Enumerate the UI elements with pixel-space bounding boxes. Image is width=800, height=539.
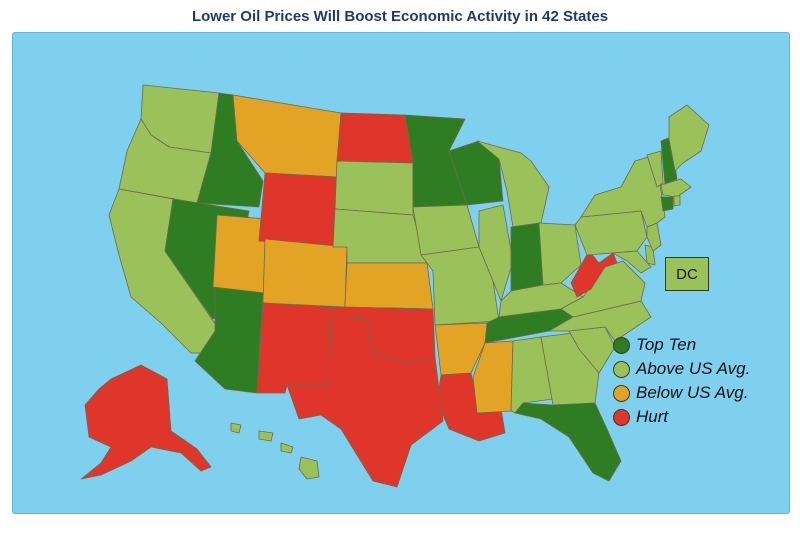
legend-item-top-ten: Top Ten <box>613 333 750 357</box>
legend-label: Hurt <box>636 407 669 426</box>
legend-dot <box>613 360 630 378</box>
state-wy <box>258 172 338 248</box>
state-ks <box>344 262 434 310</box>
legend-label: Below US Avg. <box>636 383 749 402</box>
state-me <box>668 104 710 172</box>
state-hi <box>298 456 320 480</box>
state-wi <box>448 140 504 206</box>
legend-item-hurt: Hurt <box>613 405 750 429</box>
state-sd <box>334 160 414 216</box>
state-la <box>436 372 506 442</box>
state-ri <box>673 195 681 207</box>
state-ct <box>660 196 674 212</box>
state-oh <box>538 222 582 286</box>
legend-dot <box>613 336 630 354</box>
us-map <box>80 84 710 488</box>
state-pa <box>574 210 648 256</box>
state-nh <box>660 136 678 186</box>
state-va <box>560 260 646 318</box>
legend: Top Ten Above US Avg. Below US Avg. Hurt <box>613 333 750 429</box>
state-fl <box>514 402 622 482</box>
dc-box: DC <box>665 257 709 291</box>
legend-item-below: Below US Avg. <box>613 381 750 405</box>
state-tx <box>286 316 444 488</box>
legend-item-above: Above US Avg. <box>613 357 750 381</box>
state-ma <box>660 178 692 198</box>
state-ia <box>412 204 480 256</box>
legend-label: Above US Avg. <box>636 359 751 378</box>
state-hi <box>258 430 274 442</box>
state-vt <box>646 150 664 188</box>
state-wv <box>570 250 618 298</box>
state-ne <box>332 208 428 264</box>
state-ar <box>434 322 488 376</box>
map-title: Lower Oil Prices Will Boost Economic Act… <box>191 8 609 25</box>
state-ak <box>80 364 212 480</box>
state-nd <box>336 112 414 164</box>
legend-label: Top Ten <box>636 335 697 354</box>
state-hi <box>230 422 242 434</box>
map-frame: DC Top Ten Above US Avg. Below US Avg. H… <box>12 32 790 514</box>
legend-dot <box>613 408 630 426</box>
dc-label: DC <box>676 265 698 283</box>
state-nm <box>256 302 334 394</box>
state-co <box>262 238 348 308</box>
state-in <box>510 222 544 292</box>
state-ms <box>472 340 514 414</box>
state-hi <box>280 442 294 454</box>
state-md <box>612 250 652 274</box>
legend-dot <box>613 384 630 402</box>
